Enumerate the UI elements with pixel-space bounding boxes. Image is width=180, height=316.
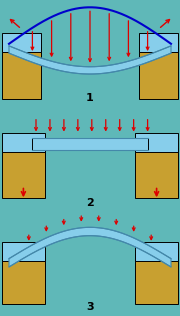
Bar	[135, 133, 178, 152]
Bar	[135, 242, 178, 261]
Bar	[139, 47, 178, 99]
Polygon shape	[9, 227, 171, 267]
Bar	[32, 138, 148, 150]
Polygon shape	[9, 46, 171, 74]
Text: 2: 2	[86, 198, 94, 208]
Bar	[2, 242, 45, 261]
Bar	[2, 148, 45, 198]
Bar	[2, 254, 45, 305]
Bar	[135, 148, 178, 198]
Bar	[2, 33, 41, 52]
Bar	[139, 33, 178, 52]
Text: 1: 1	[86, 93, 94, 103]
Text: 3: 3	[86, 302, 94, 312]
Bar	[2, 133, 45, 152]
Bar	[135, 254, 178, 305]
Bar	[2, 47, 41, 99]
